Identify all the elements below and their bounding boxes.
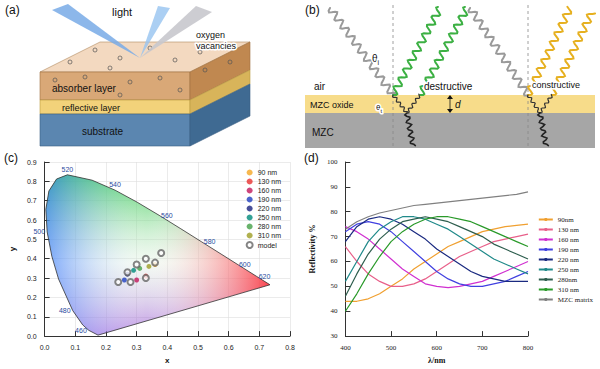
svg-text:220 nm: 220 nm bbox=[558, 256, 580, 264]
svg-text:400: 400 bbox=[340, 344, 351, 352]
svg-text:constructive: constructive bbox=[532, 80, 580, 90]
svg-text:190 nm: 190 nm bbox=[558, 246, 580, 254]
svg-text:0.4: 0.4 bbox=[27, 255, 37, 262]
svg-text:y: y bbox=[8, 246, 17, 251]
svg-text:0.7: 0.7 bbox=[27, 197, 37, 204]
svg-text:absorber layer: absorber layer bbox=[52, 83, 117, 94]
svg-text:90: 90 bbox=[330, 183, 338, 191]
svg-text:580: 580 bbox=[204, 238, 216, 245]
svg-text:0.8: 0.8 bbox=[285, 344, 295, 351]
svg-text:oxygen: oxygen bbox=[196, 30, 225, 40]
svg-text:0.8: 0.8 bbox=[27, 178, 37, 185]
svg-text:80: 80 bbox=[330, 208, 338, 216]
svg-text:560: 560 bbox=[161, 212, 173, 219]
svg-text:(b): (b) bbox=[305, 3, 320, 17]
svg-text:310 nm: 310 nm bbox=[258, 232, 282, 239]
svg-text:100: 100 bbox=[327, 158, 338, 166]
svg-text:60: 60 bbox=[330, 257, 338, 265]
svg-text:520: 520 bbox=[62, 166, 74, 173]
svg-text:λ/nm: λ/nm bbox=[428, 356, 446, 365]
svg-text:(d): (d) bbox=[304, 151, 319, 165]
svg-text:90nm: 90nm bbox=[558, 216, 575, 224]
svg-text:800: 800 bbox=[523, 344, 534, 352]
svg-text:130 nm: 130 nm bbox=[258, 178, 282, 185]
svg-text:220 nm: 220 nm bbox=[258, 205, 282, 212]
svg-text:190 nm: 190 nm bbox=[258, 196, 282, 203]
svg-text:70: 70 bbox=[330, 233, 338, 241]
svg-text:MZC matrix: MZC matrix bbox=[558, 296, 594, 304]
svg-text:d: d bbox=[455, 99, 461, 110]
svg-text:vacancies: vacancies bbox=[196, 41, 237, 51]
svg-text:0.1: 0.1 bbox=[27, 313, 37, 320]
svg-text:MZC: MZC bbox=[312, 127, 334, 138]
svg-text:500: 500 bbox=[386, 344, 397, 352]
svg-text:600: 600 bbox=[431, 344, 442, 352]
svg-text:(a): (a) bbox=[5, 3, 20, 17]
svg-text:30: 30 bbox=[330, 332, 338, 340]
svg-text:θt: θt bbox=[376, 103, 382, 114]
svg-text:0.7: 0.7 bbox=[254, 344, 264, 351]
svg-text:0.5: 0.5 bbox=[193, 344, 203, 351]
svg-text:310 nm: 310 nm bbox=[558, 286, 580, 294]
svg-text:250 nm: 250 nm bbox=[558, 266, 580, 274]
svg-text:620: 620 bbox=[259, 273, 271, 280]
svg-text:model: model bbox=[258, 242, 278, 249]
svg-text:250 nm: 250 nm bbox=[258, 214, 282, 221]
svg-text:160 nm: 160 nm bbox=[258, 187, 282, 194]
svg-text:Reflectivity %: Reflectivity % bbox=[308, 225, 317, 274]
svg-text:90 nm: 90 nm bbox=[258, 169, 278, 176]
svg-text:460: 460 bbox=[75, 327, 87, 334]
svg-text:130 nm: 130 nm bbox=[558, 226, 580, 234]
svg-text:destructive: destructive bbox=[424, 81, 473, 92]
svg-text:160 nm: 160 nm bbox=[558, 236, 580, 244]
svg-text:θi: θi bbox=[372, 53, 380, 66]
svg-text:280nm: 280nm bbox=[558, 276, 578, 284]
svg-text:500: 500 bbox=[33, 228, 45, 235]
svg-text:0.0: 0.0 bbox=[40, 344, 50, 351]
svg-text:0.9: 0.9 bbox=[27, 159, 37, 166]
svg-text:reflective layer: reflective layer bbox=[62, 103, 120, 113]
svg-text:light: light bbox=[112, 6, 132, 18]
svg-text:x: x bbox=[165, 356, 170, 365]
svg-text:40: 40 bbox=[330, 307, 338, 315]
svg-text:540: 540 bbox=[109, 181, 121, 188]
svg-text:480: 480 bbox=[59, 307, 71, 314]
svg-text:0.3: 0.3 bbox=[27, 275, 37, 282]
svg-text:0.2: 0.2 bbox=[27, 294, 37, 301]
svg-text:0.3: 0.3 bbox=[132, 344, 142, 351]
svg-text:0.2: 0.2 bbox=[101, 344, 111, 351]
svg-text:0.6: 0.6 bbox=[224, 344, 234, 351]
svg-text:MZC oxide: MZC oxide bbox=[310, 100, 354, 110]
svg-text:50: 50 bbox=[330, 282, 338, 290]
svg-text:280 nm: 280 nm bbox=[258, 223, 282, 230]
svg-text:substrate: substrate bbox=[82, 126, 124, 137]
svg-text:600: 600 bbox=[239, 261, 251, 268]
svg-text:0.4: 0.4 bbox=[162, 344, 172, 351]
svg-text:0.0: 0.0 bbox=[27, 333, 37, 340]
svg-text:0.6: 0.6 bbox=[27, 217, 37, 224]
svg-text:0.1: 0.1 bbox=[70, 344, 80, 351]
svg-text:air: air bbox=[314, 81, 326, 92]
svg-text:0.5: 0.5 bbox=[27, 236, 37, 243]
svg-text:700: 700 bbox=[477, 344, 488, 352]
svg-text:(c): (c) bbox=[4, 151, 18, 165]
